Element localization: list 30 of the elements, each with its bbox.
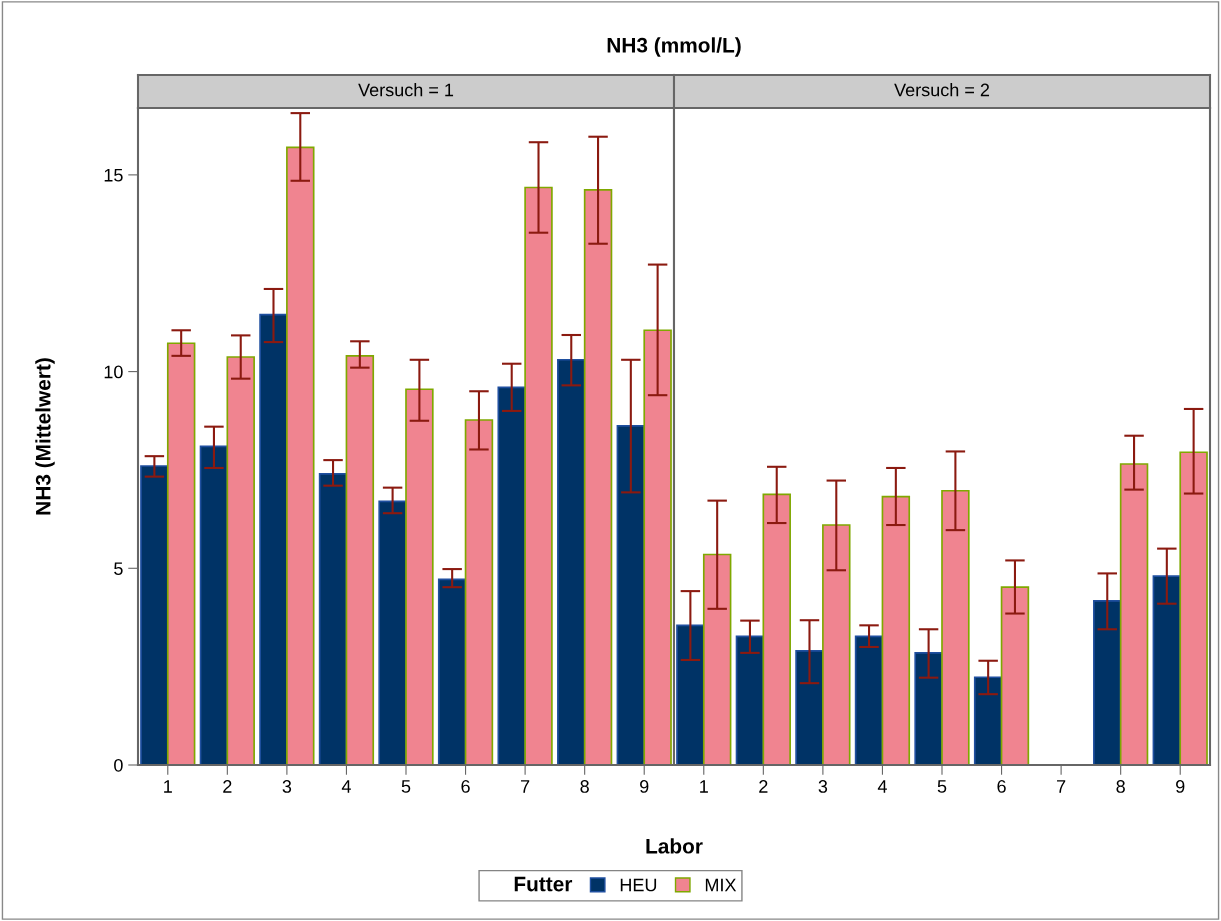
- x-tick-label: 5: [937, 780, 947, 793]
- x-tick-label: 4: [877, 780, 887, 793]
- x-tick-label: 6: [997, 780, 1006, 793]
- x-tick-label: 1: [164, 780, 172, 793]
- x-tick-label: 6: [461, 780, 470, 793]
- legend-label: MIX: [705, 878, 737, 892]
- x-tick-label: 3: [818, 780, 828, 793]
- x-tick-label: 7: [1057, 780, 1066, 793]
- x-tick-label: 8: [580, 780, 589, 793]
- y-tick-label: 10: [104, 365, 123, 379]
- x-tick-label: 4: [341, 780, 351, 793]
- x-tick-label: 9: [640, 780, 649, 793]
- chart-subtitle: Versuch = 1: [358, 83, 454, 97]
- x-tick-label: 2: [759, 780, 768, 793]
- y-tick-label: 15: [104, 169, 123, 182]
- x-axis-title: Labor: [646, 838, 703, 854]
- x-tick-label: 1: [700, 780, 708, 793]
- x-tick-label: 9: [1176, 780, 1185, 793]
- y-tick-label: 0: [114, 758, 123, 772]
- y-tick-label: 5: [114, 562, 123, 576]
- legend-title: Futter: [514, 876, 573, 892]
- x-tick-label: 3: [282, 780, 292, 793]
- x-tick-label: 2: [223, 780, 232, 793]
- legend-label: HEU: [620, 878, 657, 892]
- chart-subtitle: Versuch = 2: [894, 83, 990, 97]
- x-tick-label: 7: [521, 780, 530, 793]
- chart-title: NH3 (mmol/L): [607, 37, 741, 57]
- x-tick-label: 8: [1116, 780, 1125, 793]
- y-axis-title: NH3 (Mittelwert): [35, 358, 55, 515]
- x-tick-label: 5: [401, 780, 411, 793]
